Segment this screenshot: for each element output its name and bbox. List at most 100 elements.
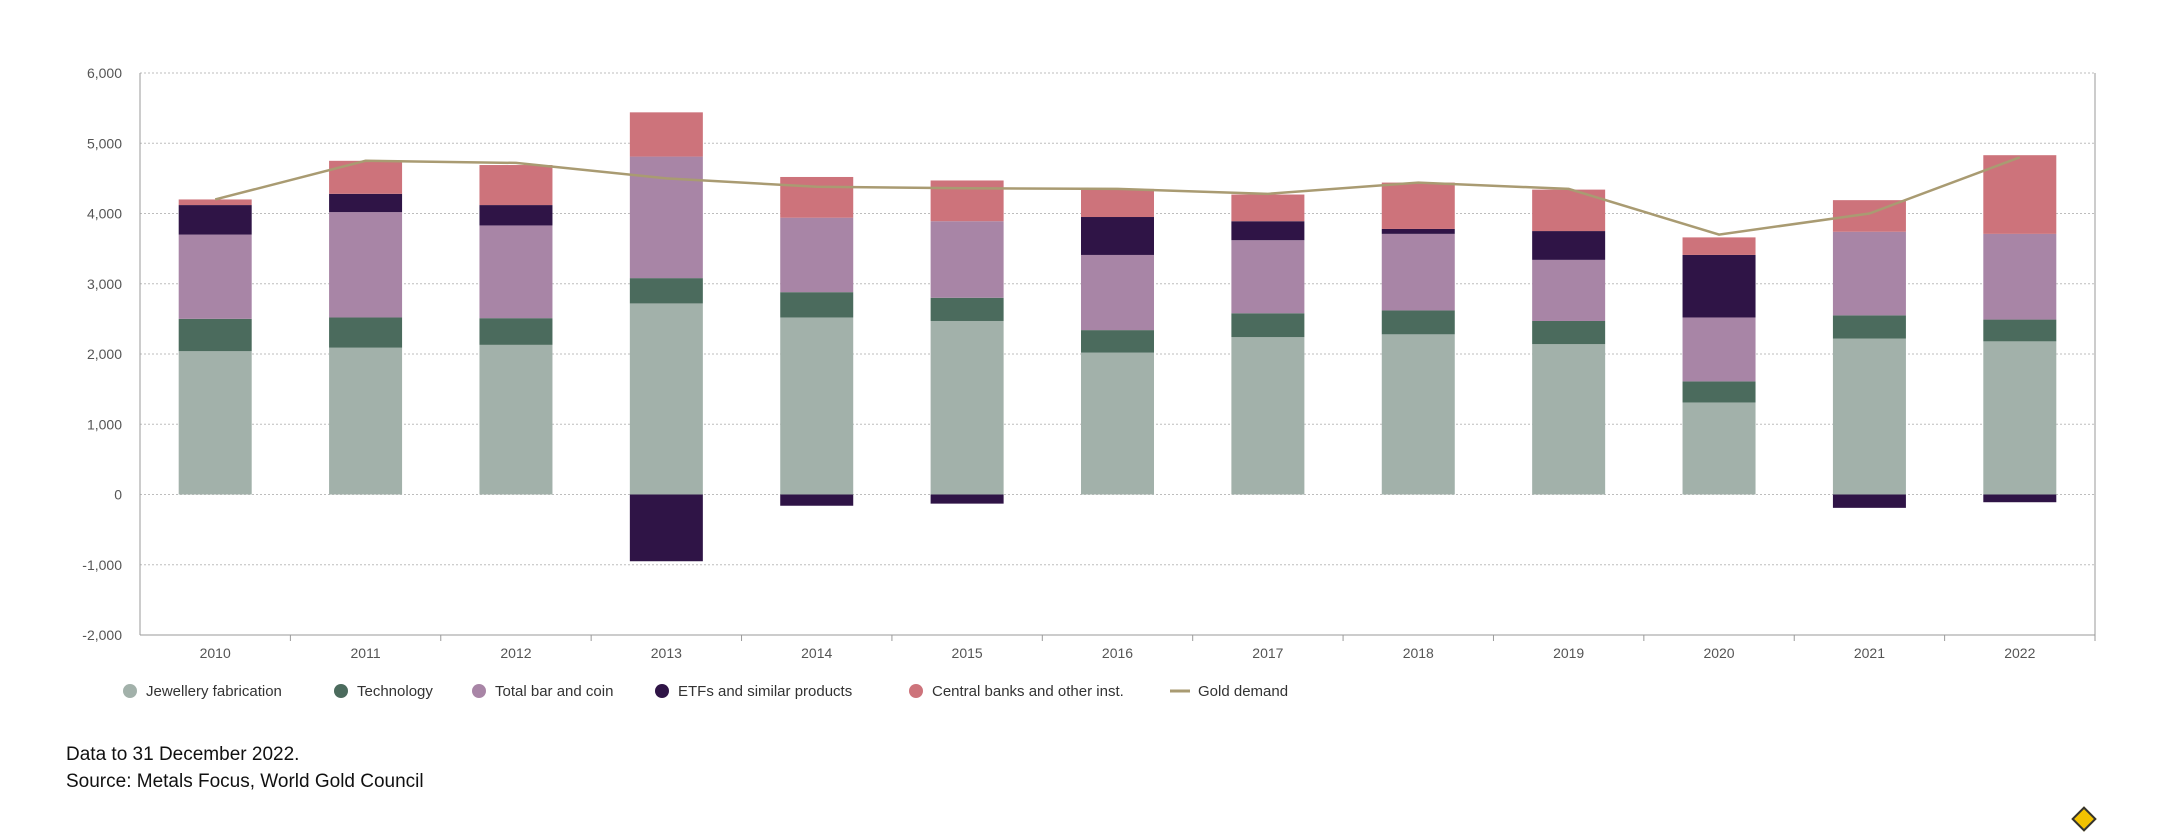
bar-technology-2021: [1832, 315, 1906, 339]
legend-swatch-barcoin: [472, 684, 486, 698]
bar-jewellery-2021: [1832, 338, 1906, 495]
x-tick-label: 2016: [1102, 645, 1133, 661]
bar-etf-2015: [930, 494, 1004, 504]
legend-label-etf: ETFs and similar products: [678, 683, 852, 700]
legend-label-central: Central banks and other inst.: [932, 683, 1124, 700]
legend-swatch-jewellery: [123, 684, 137, 698]
x-tick-label: 2022: [2004, 645, 2035, 661]
y-tick-label: 6,000: [87, 65, 122, 81]
bar-jewellery-2011: [329, 347, 403, 495]
legend-label-technology: Technology: [357, 683, 433, 700]
bar-central-2011: [329, 160, 403, 194]
x-tick-label: 2018: [1403, 645, 1434, 661]
legend-item-jewellery[interactable]: Jewellery fabrication: [123, 683, 282, 700]
logo-diamond-icon: [2071, 806, 2097, 832]
bar-central-2020: [1682, 237, 1756, 255]
watermark: [2071, 806, 2154, 832]
x-tick-label: 2015: [952, 645, 983, 661]
bar-etf-2011: [329, 193, 403, 213]
bar-jewellery-2010: [178, 351, 252, 495]
bar-central-2015: [930, 180, 1004, 222]
bar-jewellery-2018: [1381, 334, 1455, 495]
bar-central-2022: [1983, 155, 2057, 234]
data-date-note: Data to 31 December 2022.: [66, 744, 300, 765]
bar-technology-2017: [1231, 313, 1305, 338]
bar-central-2013: [629, 112, 703, 157]
legend: Jewellery fabrication Technology Total bar…: [123, 683, 1288, 700]
x-tick-label: 2012: [500, 645, 531, 661]
x-tick-label: 2013: [651, 645, 682, 661]
bar-etf-2018: [1381, 228, 1455, 234]
x-tick-label: 2014: [801, 645, 832, 661]
legend-swatch-etf: [655, 684, 669, 698]
bar-etf-2012: [479, 205, 553, 226]
legend-item-central[interactable]: Central banks and other inst.: [909, 683, 1124, 700]
legend-item-technology[interactable]: Technology: [334, 683, 433, 700]
bar-technology-2020: [1682, 381, 1756, 403]
bar-barcoin-2014: [780, 217, 854, 293]
x-tick-label: 2017: [1252, 645, 1283, 661]
legend-label-demand: Gold demand: [1198, 683, 1288, 700]
bar-technology-2014: [780, 292, 854, 318]
y-tick-label: -1,000: [82, 557, 122, 573]
bar-central-2010: [178, 199, 252, 206]
y-tick-label: 5,000: [87, 135, 122, 151]
y-tick-label: 1,000: [87, 416, 122, 432]
bar-central-2018: [1381, 182, 1455, 229]
bar-etf-2021: [1832, 494, 1906, 508]
bar-technology-2016: [1081, 330, 1154, 353]
bar-etf-2019: [1532, 231, 1606, 260]
bar-barcoin-2018: [1381, 233, 1455, 311]
bar-central-2014: [780, 176, 854, 218]
bar-barcoin-2015: [930, 221, 1004, 298]
bar-jewellery-2012: [479, 344, 553, 495]
bar-barcoin-2020: [1682, 317, 1756, 382]
bar-etf-2010: [178, 205, 252, 235]
bar-barcoin-2010: [178, 234, 252, 319]
bar-technology-2013: [629, 278, 703, 304]
bar-technology-2019: [1532, 320, 1606, 345]
bar-jewellery-2013: [629, 303, 703, 495]
plot-frame: [139, 73, 2096, 641]
bar-technology-2015: [930, 297, 1004, 321]
y-tick-label: 4,000: [87, 206, 122, 222]
bar-series: [178, 112, 2057, 562]
bar-central-2012: [479, 165, 553, 206]
bar-technology-2012: [479, 318, 553, 345]
x-tick-label: 2011: [351, 645, 381, 661]
legend-item-demand[interactable]: Gold demand: [1170, 683, 1288, 700]
bar-barcoin-2017: [1231, 240, 1305, 314]
bar-barcoin-2011: [329, 212, 403, 318]
bar-etf-2014: [780, 494, 854, 506]
x-tick-label: 2019: [1553, 645, 1584, 661]
y-tick-label: 2,000: [87, 346, 122, 362]
y-tick-label: -2,000: [82, 627, 122, 643]
x-axis-ticks: 2010 2011 2012 2013 2014 2015 2016 2017 2018 2019…: [200, 645, 2036, 661]
bar-central-2017: [1231, 194, 1305, 222]
bar-etf-2020: [1682, 254, 1756, 318]
legend-item-barcoin[interactable]: Total bar and coin: [472, 683, 613, 700]
bar-central-2016: [1081, 188, 1154, 218]
bar-jewellery-2022: [1983, 341, 2057, 495]
gold-demand-line-layer: [214, 156, 2021, 236]
bar-jewellery-2015: [930, 320, 1004, 495]
bar-jewellery-2014: [780, 317, 854, 495]
bar-etf-2016: [1081, 217, 1154, 255]
source-note: Source: Metals Focus, World Gold Council: [66, 771, 424, 792]
x-tick-label: 2020: [1703, 645, 1734, 661]
bar-technology-2010: [178, 318, 252, 352]
bar-jewellery-2016: [1081, 352, 1154, 495]
x-tick-label: 2021: [1854, 645, 1885, 661]
bar-etf-2017: [1231, 221, 1305, 241]
legend-swatch-central: [909, 684, 923, 698]
bar-jewellery-2017: [1231, 337, 1305, 495]
bar-technology-2011: [329, 317, 403, 348]
legend-swatch-technology: [334, 684, 348, 698]
x-tick-label: 2010: [200, 645, 231, 661]
legend-item-etf[interactable]: ETFs and similar products: [655, 683, 852, 700]
bar-etf-2013: [629, 494, 703, 562]
y-tick-label: 0: [114, 487, 122, 503]
bar-technology-2022: [1983, 319, 2057, 342]
bar-barcoin-2021: [1832, 231, 1906, 316]
